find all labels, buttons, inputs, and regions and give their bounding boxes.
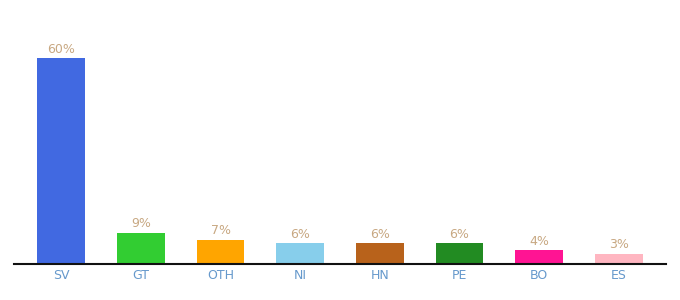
Bar [435, 243, 483, 264]
Bar [595, 254, 643, 264]
Bar [37, 58, 85, 264]
Text: 3%: 3% [609, 238, 628, 251]
Text: 6%: 6% [370, 228, 390, 241]
Text: 6%: 6% [449, 228, 469, 241]
Text: 9%: 9% [131, 218, 151, 230]
Text: 7%: 7% [211, 224, 231, 237]
Text: 60%: 60% [48, 43, 75, 56]
Text: 6%: 6% [290, 228, 310, 241]
Bar [515, 250, 563, 264]
Text: 4%: 4% [529, 235, 549, 248]
Bar [356, 243, 404, 264]
Bar [197, 240, 245, 264]
Bar [117, 233, 165, 264]
Bar [276, 243, 324, 264]
